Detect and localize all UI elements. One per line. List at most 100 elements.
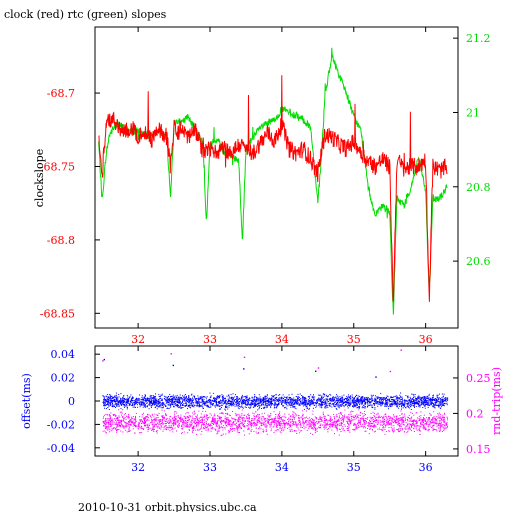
scatter-point [159, 428, 161, 429]
scatter-point [439, 428, 441, 430]
scatter-point [320, 423, 322, 425]
scatter-point [339, 401, 341, 403]
scatter-point [192, 412, 194, 414]
scatter-point [253, 413, 255, 415]
scatter-point [374, 401, 375, 402]
scatter-point [356, 407, 358, 409]
scatter-point [177, 421, 179, 423]
scatter-point [147, 417, 149, 419]
scatter-point [420, 425, 422, 427]
scatter-point [410, 428, 411, 430]
scatter-point [207, 419, 208, 421]
scatter-point [368, 404, 370, 406]
scatter-point [388, 421, 390, 423]
scatter-point [255, 416, 257, 418]
scatter-point [410, 404, 412, 405]
scatter-point [245, 404, 247, 406]
scatter-point [360, 418, 362, 420]
scatter-point [262, 431, 264, 433]
scatter-point [260, 422, 262, 424]
scatter-point [179, 401, 181, 403]
scatter-point [125, 429, 127, 431]
scatter-point [165, 415, 167, 417]
scatter-point [358, 426, 360, 428]
scatter-point [366, 399, 368, 401]
scatter-point [353, 424, 354, 426]
scatter-point [343, 419, 345, 421]
scatter-point [165, 405, 166, 407]
scatter-point [228, 419, 230, 421]
scatter-point [239, 414, 241, 416]
scatter-point [248, 399, 250, 401]
scatter-point [179, 400, 181, 402]
scatter-point [232, 397, 234, 399]
scatter-point [148, 424, 150, 426]
scatter-point [294, 429, 296, 431]
scatter-point [432, 417, 434, 418]
scatter-point [156, 415, 158, 417]
scatter-point [313, 425, 315, 427]
scatter-point [317, 421, 319, 423]
scatter-point [215, 425, 217, 427]
scatter-point [156, 417, 158, 419]
scatter-point [250, 424, 252, 426]
scatter-point [319, 427, 320, 429]
scatter-point [401, 397, 403, 399]
scatter-point [253, 425, 255, 427]
scatter-point [286, 398, 288, 399]
scatter-point [423, 396, 425, 398]
scatter-point [143, 428, 144, 430]
scatter-point [226, 395, 228, 397]
scatter-point [315, 428, 317, 430]
scatter-point [174, 422, 176, 424]
scatter-point [215, 423, 217, 425]
scatter-point [247, 418, 249, 419]
scatter-point [251, 425, 253, 426]
scatter-point [411, 423, 413, 425]
scatter-point [394, 421, 396, 422]
scatter-point [283, 396, 285, 398]
scatter-point [160, 400, 162, 401]
scatter-point [407, 429, 409, 431]
scatter-point [239, 424, 241, 426]
scatter-point [304, 417, 306, 419]
scatter-point [220, 400, 222, 402]
scatter-point [247, 414, 249, 416]
scatter-point [183, 395, 185, 397]
scatter-point [407, 428, 409, 429]
scatter-point [128, 430, 130, 432]
scatter-point [310, 425, 312, 427]
scatter-point [169, 393, 171, 395]
scatter-point [430, 398, 432, 400]
scatter-point [375, 413, 377, 415]
scatter-point [188, 405, 189, 407]
scatter-point [325, 404, 327, 406]
scatter-point [129, 417, 130, 419]
scatter-point [285, 406, 287, 408]
scatter-point [361, 396, 363, 398]
scatter-point [438, 393, 440, 395]
scatter-point [328, 419, 330, 421]
scatter-point [345, 404, 347, 406]
scatter-point [409, 404, 410, 406]
scatter-point [116, 416, 118, 418]
scatter-point [106, 397, 108, 399]
scatter-point [313, 399, 315, 401]
scatter-point [431, 422, 433, 424]
scatter-point [238, 416, 240, 418]
scatter-point [253, 422, 255, 423]
scatter-point [141, 419, 143, 421]
scatter-point [411, 393, 413, 395]
scatter-point [155, 402, 156, 404]
scatter-point [347, 404, 349, 406]
scatter-point [206, 405, 208, 407]
scatter-point [413, 420, 414, 422]
scatter-point [279, 417, 281, 419]
scatter-point [207, 425, 209, 427]
scatter-point [148, 408, 150, 410]
scatter-point [317, 367, 320, 369]
scatter-point [393, 425, 395, 427]
scatter-point [379, 427, 381, 429]
scatter-point [158, 406, 160, 408]
scatter-point [246, 397, 248, 399]
